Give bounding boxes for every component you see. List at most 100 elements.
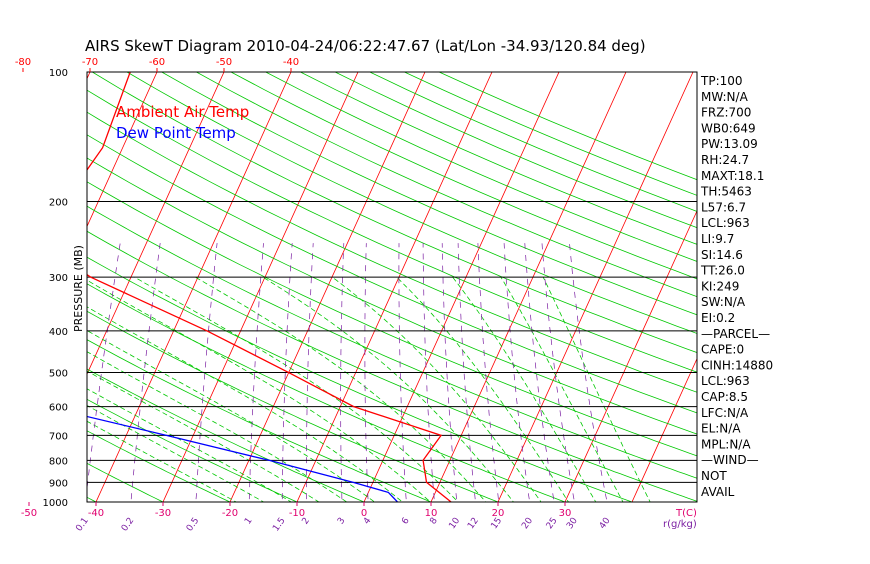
moist-adiabat-line [87, 330, 376, 502]
isotherm-line [162, 72, 359, 502]
isotherm-line [296, 72, 493, 502]
mixing-ratio-tick-label: 2 [300, 516, 311, 526]
top-tick-label: -70 [82, 57, 98, 68]
pressure-tick-label: 200 [49, 197, 68, 208]
bottom-temp-tick-label: -40 [88, 508, 104, 519]
bottom-temp-tick-label: -10 [289, 508, 305, 519]
mixing-ratio-line [248, 243, 264, 502]
pressure-tick-label: 1000 [43, 498, 68, 509]
index-item: —PARCEL— [701, 327, 770, 341]
top-tick-label: -40 [283, 57, 299, 68]
pressure-tick-label: 800 [49, 456, 68, 467]
moist-adiabat-line [87, 404, 265, 502]
index-item: SI:14.6 [701, 248, 743, 262]
index-item: CINH:14880 [701, 358, 773, 372]
dewpoint-line [87, 415, 398, 502]
index-item: CAPE:0 [701, 343, 744, 357]
isotherm-line [87, 72, 225, 376]
pressure-tick-label: 700 [49, 431, 68, 442]
dry-adiabat-line [87, 111, 697, 393]
moist-adiabat-line [542, 277, 651, 502]
index-item: AVAIL [701, 485, 735, 499]
index-item: L57:6.7 [701, 200, 746, 214]
moist-adiabat-line [396, 276, 569, 502]
index-item: NOT [701, 469, 727, 483]
pressure-tick-label: 500 [49, 369, 68, 380]
index-item: MW:N/A [701, 90, 749, 104]
pressure-tick-label: 600 [49, 403, 68, 414]
index-item: —WIND— [701, 453, 759, 467]
legend-temperature: Ambient Air Temp [116, 103, 249, 121]
pressure-tick-label: 900 [49, 478, 68, 489]
dry-adiabat-line [87, 181, 697, 457]
bottom-temp-tick-label: 0 [361, 508, 367, 519]
isotherm-line [363, 72, 560, 502]
moist-adiabat-line [87, 306, 404, 502]
moist-adiabat-line [332, 276, 542, 502]
mixing-ratio-tick-label: 4 [362, 516, 374, 527]
index-item: TP:100 [700, 74, 743, 88]
isotherm-line [95, 72, 292, 502]
mixing-ratio-line [569, 243, 608, 502]
index-item: TT:26.0 [700, 264, 745, 278]
temperature-line [87, 72, 452, 502]
index-item: PW:13.09 [701, 137, 758, 151]
mixing-ratio-line [130, 243, 161, 502]
dry-adiabat-line [87, 430, 231, 502]
mixing-ratio-line [422, 243, 435, 502]
bottom-temp-tick-label: 10 [425, 508, 438, 519]
dry-adiabat-line [161, 72, 697, 316]
isotherm-line [87, 72, 158, 228]
chart-title: AIRS SkewT Diagram 2010-04-24/06:22:47.6… [85, 37, 646, 55]
bottom-temp-tick-label: -50 [21, 508, 37, 519]
mixing-ratio-line [340, 243, 345, 502]
index-item: MAXT:18.1 [701, 169, 764, 183]
mixing-ratio-line [457, 243, 476, 502]
mixing-ratio-line [195, 243, 218, 502]
index-item: LFC:N/A [701, 406, 749, 420]
dry-adiabat-line [87, 368, 366, 502]
mixing-ratio-line [477, 243, 500, 502]
legend-dewpoint: Dew Point Temp [116, 124, 236, 142]
moist-adiabat-line [262, 276, 515, 502]
moist-adiabat-line [134, 276, 459, 502]
mixing-ratio-line [524, 243, 555, 502]
index-item: MPL:N/A [701, 437, 751, 451]
moist-adiabat-line [500, 276, 624, 502]
dry-adiabat-line [87, 339, 433, 502]
mixing-ratio-unit-label: r(g/kg) [663, 519, 697, 530]
dry-adiabat-line [87, 398, 298, 502]
moist-adiabat-line [87, 388, 292, 502]
moist-adiabat-line [195, 276, 487, 502]
index-item: KI:249 [701, 279, 739, 293]
dry-adiabat-line [87, 230, 697, 502]
pressure-tick-label: 300 [49, 273, 68, 284]
y-axis-label: PRESSURE (MB) [72, 245, 85, 332]
top-tick-label: -80 [15, 57, 31, 68]
dry-adiabat-line [196, 72, 697, 298]
top-tick-label: -50 [216, 57, 232, 68]
dry-adiabat-line [87, 462, 164, 502]
index-item: RH:24.7 [701, 153, 749, 167]
moist-adiabat-line [87, 420, 238, 502]
dry-adiabat-line [87, 205, 697, 479]
dry-adiabat-line [265, 72, 697, 262]
bottom-temp-tick-label: -30 [155, 508, 171, 519]
moist-adiabat-line [87, 279, 431, 502]
mixing-ratio-tick-label: 1 [243, 516, 254, 526]
index-item: LCL:963 [701, 216, 750, 230]
isotherm-line [497, 72, 694, 502]
bottom-temp-tick-label: 20 [492, 508, 505, 519]
mixing-ratio-tick-label: 3 [336, 516, 347, 526]
index-item: WB0:649 [701, 121, 756, 135]
mixing-ratio-line [306, 243, 314, 502]
dry-adiabat-line [87, 256, 634, 502]
dry-adiabat-line [87, 134, 697, 414]
mixing-ratio-line [441, 243, 458, 502]
dry-adiabat-line [92, 72, 697, 354]
mixing-ratio-line [503, 243, 530, 502]
index-item: FRZ:700 [701, 106, 751, 120]
